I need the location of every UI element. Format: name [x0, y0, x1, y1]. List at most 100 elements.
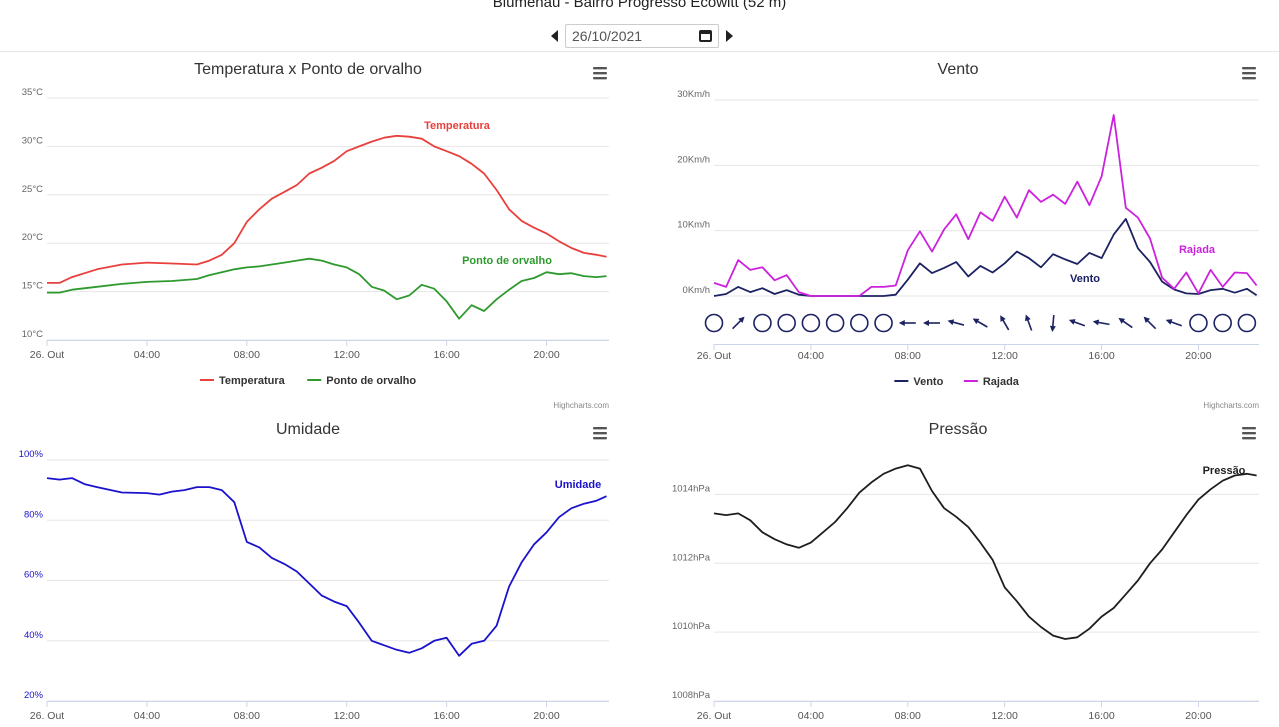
chart-title: Pressão [929, 421, 988, 438]
y-tick-label: 10°C [22, 329, 43, 340]
x-tick-label: 20:00 [533, 710, 559, 722]
x-tick-label: 04:00 [798, 350, 824, 362]
wind-calm-marker [1237, 313, 1257, 333]
legend-label: Ponto de orvalho [326, 375, 416, 387]
menu-bar-1 [1242, 72, 1256, 75]
y-tick-label: 30Km/h [677, 89, 710, 100]
series-label-temperatura: Temperatura [424, 120, 491, 132]
y-tick-label: 20% [24, 690, 44, 701]
wind-direction-arrow [1143, 316, 1157, 330]
menu-bar-0 [593, 427, 607, 430]
x-tick-label: 26. Out [30, 349, 65, 361]
panel-temperature: Temperatura x Ponto de orvalho 10°C 15°C 20… [0, 52, 630, 412]
series-label-umidade: Umidade [555, 479, 601, 491]
y-tick-label: 35°C [22, 87, 43, 98]
wind-direction-arrow [1092, 319, 1110, 326]
wind-direction-arrow [731, 316, 745, 330]
hamburger-menu-icon[interactable] [1242, 67, 1256, 80]
hamburger-menu-icon[interactable] [593, 427, 607, 440]
x-tick-label: 20:00 [1185, 710, 1211, 722]
menu-bar-2 [593, 437, 607, 440]
panel-pressure: Pressão 1008hPa 1010hPa 1012hPa 1014hPa 26. O… [639, 412, 1279, 727]
caret-right-icon[interactable] [726, 30, 733, 42]
x-tick-label: 16:00 [1088, 710, 1114, 722]
wind-direction-arrow [1165, 319, 1183, 327]
wind-calm-marker [850, 313, 869, 333]
wind-calm-marker [801, 313, 821, 333]
x-tick-label: 16:00 [1088, 350, 1114, 362]
wind-calm-marker [704, 313, 724, 333]
wind-direction-arrow [1025, 314, 1033, 331]
y-tick-label: 25°C [22, 184, 43, 195]
series-label-rajada: Rajada [1179, 244, 1216, 256]
wind-direction-arrow [947, 319, 965, 326]
menu-bar-2 [593, 77, 607, 80]
date-input[interactable]: 26/10/2021 [565, 24, 719, 48]
arrow-head [1000, 315, 1006, 322]
x-tick-label: 12:00 [992, 710, 1018, 722]
wind-calm-marker [777, 313, 796, 333]
series-label-vento: Vento [1070, 273, 1100, 285]
arrow-head [1049, 325, 1056, 332]
arrow-head [1092, 319, 1100, 326]
legend-label: Vento [913, 376, 943, 388]
calendar-icon[interactable] [699, 30, 712, 42]
legend-item-temperatura[interactable]: Temperatura [199, 375, 286, 387]
arrow-head [898, 320, 905, 326]
wind-calm-marker [874, 313, 893, 333]
y-tick-label: 20Km/h [677, 154, 710, 165]
date-value: 26/10/2021 [572, 28, 643, 44]
menu-bar-1 [593, 432, 607, 435]
chart-temperature: Temperatura x Ponto de orvalho 10°C 15°C 20… [22, 61, 610, 410]
x-tick-label: 12:00 [334, 349, 360, 361]
series-line-umidade [46, 477, 607, 657]
x-tick-label: 08:00 [895, 350, 921, 362]
arrow-head [1025, 314, 1031, 322]
arrow-head [972, 318, 980, 325]
panel-humidity: Umidade 20% 40% 60% 80% 100% 26. Out 04:00 08:00… [0, 412, 630, 727]
arrow-head [923, 320, 929, 326]
menu-bar-0 [1242, 67, 1256, 70]
arrow-head [1118, 317, 1126, 324]
x-tick-label: 04:00 [134, 349, 160, 361]
x-tick-label: 08:00 [234, 710, 260, 722]
panel-wind: Vento 0Km/h 10Km/h 20Km/h 30Km/h 26. Out 04:00… [639, 52, 1279, 412]
wind-direction-arrow [972, 318, 988, 328]
chart-title: Umidade [276, 421, 340, 438]
legend-item-ponto-de-orvalho[interactable]: Ponto de orvalho [307, 375, 416, 387]
series-line-rajada [713, 114, 1258, 297]
legend-item-rajada[interactable]: Rajada [963, 376, 1020, 388]
series-line-ponto-de-orvalho [47, 257, 607, 320]
menu-bar-0 [1242, 427, 1256, 430]
wind-direction-arrow [1049, 314, 1056, 332]
arrow-head [1165, 319, 1173, 325]
arrow-head [947, 319, 955, 326]
wind-direction-arrow [1000, 315, 1010, 331]
y-tick-label: 1014hPa [672, 483, 711, 494]
wind-calm-marker [1189, 313, 1208, 333]
series-line-pressao [713, 464, 1257, 640]
chart-pressure: Pressão 1008hPa 1010hPa 1012hPa 1014hPa 26. O… [672, 421, 1259, 722]
menu-bar-1 [593, 72, 607, 75]
wind-calm-marker [1213, 313, 1232, 333]
y-tick-label: 1012hPa [672, 552, 711, 563]
series-line-temperatura [47, 134, 607, 284]
y-tick-label: 100% [19, 449, 44, 460]
y-tick-label: 20°C [22, 232, 43, 243]
y-tick-label: 80% [24, 509, 44, 520]
y-tick-label: 0Km/h [683, 285, 710, 296]
hamburger-menu-icon[interactable] [593, 67, 607, 80]
x-tick-label: 20:00 [1185, 350, 1211, 362]
hamburger-menu-icon[interactable] [1242, 427, 1256, 440]
wind-calm-marker [825, 313, 845, 333]
y-tick-label: 15°C [22, 281, 43, 292]
caret-left-icon[interactable] [551, 30, 558, 42]
date-navigator: 26/10/2021 [551, 23, 733, 49]
y-tick-label: 1008hPa [672, 690, 711, 701]
x-tick-label: 16:00 [434, 710, 460, 722]
legend-item-vento[interactable]: Vento [894, 376, 944, 388]
credits-link: Highcharts.com [1203, 401, 1259, 410]
credits-link: Highcharts.com [553, 401, 609, 410]
series-label-pressao: Pressão [1203, 465, 1246, 477]
x-tick-label: 12:00 [992, 350, 1018, 362]
